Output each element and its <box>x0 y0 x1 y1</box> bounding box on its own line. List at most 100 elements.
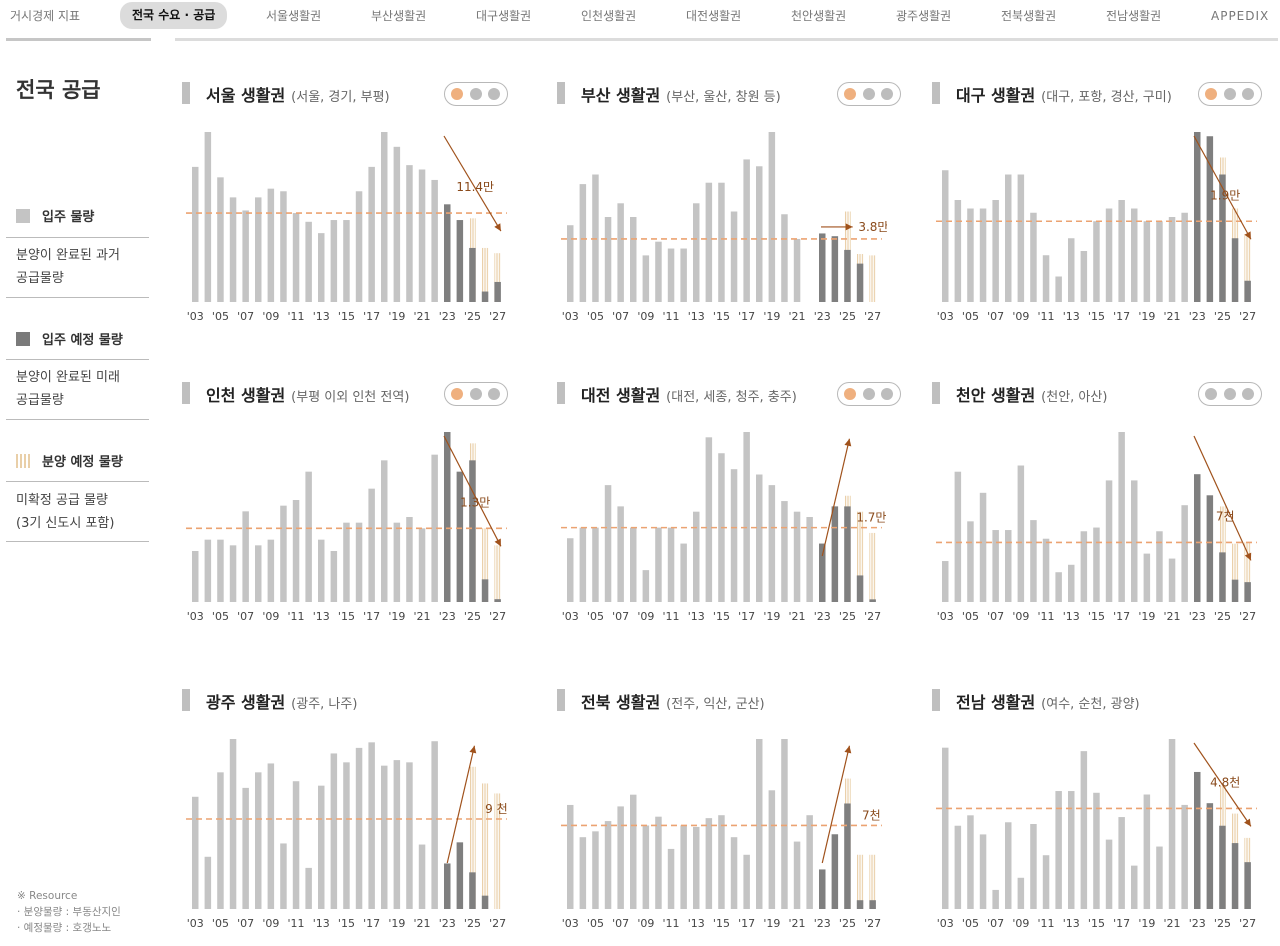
bar-past-2021 <box>794 512 801 602</box>
panel-header: 인천 생활권 (부평 이외 인천 전역) <box>182 382 542 406</box>
bar-chart-jeonbuk: '03'05'07'09'11'13'15'17'19'21'23'25'277… <box>557 729 887 939</box>
bar-past-2010 <box>655 242 662 302</box>
dots-toggle[interactable] <box>1198 82 1262 106</box>
dot-2 <box>863 88 875 100</box>
x-tick-label: '07 <box>612 610 629 623</box>
legend-desc-line: 미확정 공급 물량 <box>16 489 151 512</box>
bar-past-2017 <box>368 489 375 602</box>
panel-subtitle: (부평 이외 인천 전역) <box>291 390 409 405</box>
bar-past-2014 <box>706 818 713 909</box>
bar-past-2015 <box>718 183 725 302</box>
bar-past-2003 <box>942 561 949 602</box>
bar-past-2020 <box>781 214 788 302</box>
dots-toggle[interactable] <box>444 82 508 106</box>
nav-tab-gwangju[interactable]: 광주생활권 <box>896 5 951 27</box>
bar-past-2003 <box>192 797 199 909</box>
bar-past-2005 <box>592 831 599 909</box>
nav-tab-cheonan[interactable]: 천안생활권 <box>791 5 846 27</box>
nav-tab-daejeon[interactable]: 대전생활권 <box>686 5 741 27</box>
chart-panel-busan: 부산 생활권 (부산, 울산, 창원 등) '03'05'07'09'11'13 '… <box>557 82 917 352</box>
bar-past-2011 <box>293 500 300 602</box>
bar-past-2011 <box>1043 539 1050 602</box>
nav-tab-jeonbuk[interactable]: 전북생활권 <box>1001 5 1056 27</box>
nav-tab-incheon[interactable]: 인천생활권 <box>581 5 636 27</box>
bar-past-2004 <box>955 472 962 602</box>
bar-past-2009 <box>643 570 650 602</box>
x-tick-label: '09 <box>262 610 279 623</box>
x-tick-label: '03 <box>937 610 954 623</box>
bar-past-2017 <box>1118 817 1125 909</box>
x-tick-label: '27 <box>864 610 881 623</box>
legend-divider <box>6 297 149 298</box>
annotation-label: 1.7만 <box>856 511 886 525</box>
legend-desc-upcoming: 미확정 공급 물량 (3기 신도시 포함) <box>16 489 151 535</box>
bar-past-2012 <box>305 222 312 302</box>
bar-planned-2026 <box>482 896 489 909</box>
nav-tab-busan[interactable]: 부산생활권 <box>371 5 426 27</box>
dot-1 <box>451 88 463 100</box>
bar-past-2016 <box>731 837 738 909</box>
bar-past-2007 <box>617 506 624 602</box>
bar-planned-2024 <box>832 506 839 602</box>
bar-past-2008 <box>630 795 637 909</box>
bar-planned-2024 <box>832 834 839 909</box>
panel-subtitle: (천안, 아산) <box>1041 390 1107 405</box>
bar-past-2018 <box>381 460 388 602</box>
x-tick-label: '13 <box>313 610 330 623</box>
bar-planned-2027 <box>1244 862 1251 909</box>
x-tick-label: '23 <box>1189 310 1206 323</box>
bar-planned-2023 <box>819 869 826 909</box>
bar-past-2014 <box>706 437 713 602</box>
trend-arrow-head <box>1244 819 1251 827</box>
nav-tab-seoul[interactable]: 서울생활권 <box>266 5 321 27</box>
bar-past-2004 <box>580 184 587 302</box>
legend-divider <box>6 481 149 482</box>
bar-past-2007 <box>992 530 999 602</box>
bar-past-2019 <box>1144 795 1151 909</box>
bar-planned-2027 <box>1244 582 1251 602</box>
bar-past-2009 <box>1018 466 1025 602</box>
x-tick-label: '03 <box>937 310 954 323</box>
x-tick-label: '17 <box>1113 310 1130 323</box>
x-tick-label: '25 <box>464 310 481 323</box>
annotation-label: 9 천 <box>485 801 508 816</box>
dot-1 <box>451 388 463 400</box>
legend-desc-line: 공급물량 <box>16 389 151 412</box>
bar-past-2022 <box>1181 505 1188 602</box>
bar-planned-2027 <box>494 282 501 302</box>
bar-planned-2026 <box>1232 238 1239 302</box>
dots-toggle[interactable] <box>837 82 901 106</box>
dots-toggle[interactable] <box>1198 382 1262 406</box>
bar-past-2006 <box>230 739 237 909</box>
nav-tab-macro[interactable]: 거시경제 지표 <box>10 5 80 27</box>
x-tick-label: '27 <box>1239 310 1256 323</box>
legend-label-past: 입주 물량 <box>42 206 94 225</box>
dots-toggle[interactable] <box>444 382 508 406</box>
resource-line: · 분양물량 : 부동산지인 <box>17 904 121 920</box>
panel-title: 전남 생활권 (여수, 순천, 광양) <box>956 689 1140 713</box>
panel-header: 천안 생활권 (천안, 아산) <box>932 382 1280 406</box>
bar-planned-2026 <box>857 575 864 602</box>
x-tick-label: '23 <box>814 610 831 623</box>
nav-tab-daegu[interactable]: 대구생활권 <box>476 5 531 27</box>
bar-past-2003 <box>192 167 199 302</box>
bar-past-2018 <box>756 739 763 909</box>
chart-panel-seoul: 서울 생활권 (서울, 경기, 부평) '03'05'07'09'11'13'15… <box>182 82 542 352</box>
bar-planned-2024 <box>832 236 839 302</box>
nav-tab-appendix[interactable]: APPEDIX <box>1211 5 1269 27</box>
bar-past-2010 <box>280 191 287 302</box>
nav-tab-national-supply[interactable]: 전국 수요 · 공급 <box>120 2 227 29</box>
bar-planned-2025 <box>469 248 476 302</box>
bar-past-2011 <box>293 213 300 302</box>
dot-1 <box>1205 88 1217 100</box>
panel-title: 전북 생활권 (전주, 익산, 군산) <box>581 689 765 713</box>
bar-past-2019 <box>394 147 401 302</box>
x-tick-label: '11 <box>663 917 680 930</box>
bar-upcoming-2027 <box>494 545 501 602</box>
x-tick-label: '11 <box>663 310 680 323</box>
dots-toggle[interactable] <box>837 382 901 406</box>
bar-past-2017 <box>743 855 750 909</box>
bar-past-2013 <box>1068 565 1075 602</box>
x-tick-label: '21 <box>1164 610 1181 623</box>
nav-tab-jeonnam[interactable]: 전남생활권 <box>1106 5 1161 27</box>
